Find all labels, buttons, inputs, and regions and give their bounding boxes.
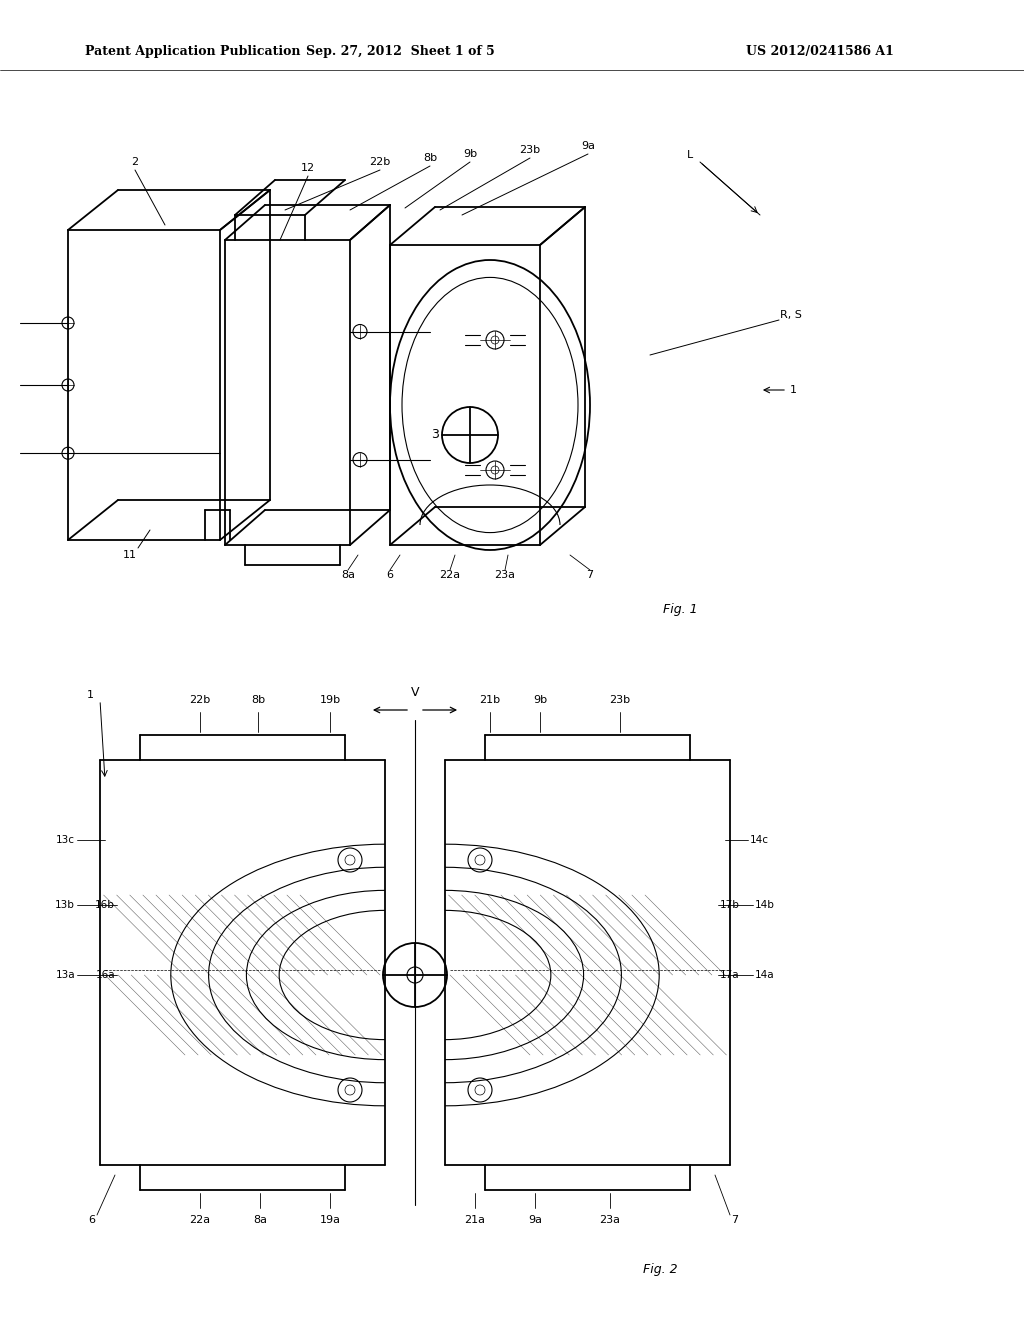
Text: 13a: 13a [55,970,75,979]
Text: US 2012/0241586 A1: US 2012/0241586 A1 [746,45,894,58]
Text: 9b: 9b [532,696,547,705]
Text: 14b: 14b [755,900,775,909]
Text: 7: 7 [587,570,594,579]
Text: 13b: 13b [55,900,75,909]
Text: 8a: 8a [341,570,355,579]
Text: 16b: 16b [95,900,115,909]
Text: 22b: 22b [189,696,211,705]
Text: 7: 7 [731,1214,738,1225]
Text: 22a: 22a [189,1214,211,1225]
Text: Fig. 2: Fig. 2 [643,1263,677,1276]
Text: 9a: 9a [528,1214,542,1225]
Circle shape [383,942,447,1007]
Text: V: V [411,685,419,698]
Circle shape [468,1078,492,1102]
Text: L: L [687,150,693,160]
Text: 2: 2 [131,157,138,168]
Text: 1: 1 [86,690,93,700]
Text: 6: 6 [386,570,393,579]
Text: 16a: 16a [95,970,115,979]
Text: 8b: 8b [251,696,265,705]
Text: 23a: 23a [495,570,515,579]
Text: 22a: 22a [439,570,461,579]
Text: 22b: 22b [370,157,390,168]
Text: 17b: 17b [720,900,740,909]
Text: 21b: 21b [479,696,501,705]
Text: 9a: 9a [581,141,595,150]
Text: 23b: 23b [519,145,541,154]
Text: 17a: 17a [720,970,739,979]
Text: 14c: 14c [750,836,769,845]
Circle shape [338,1078,362,1102]
Circle shape [468,847,492,873]
Text: 14a: 14a [755,970,774,979]
Text: 13c: 13c [56,836,75,845]
Text: Fig. 1: Fig. 1 [663,603,697,616]
Text: 1: 1 [790,385,797,395]
Text: 21a: 21a [465,1214,485,1225]
Text: 12: 12 [301,162,315,173]
Text: 9b: 9b [463,149,477,158]
Circle shape [338,847,362,873]
Text: 3: 3 [431,429,439,441]
Text: Sep. 27, 2012  Sheet 1 of 5: Sep. 27, 2012 Sheet 1 of 5 [305,45,495,58]
Text: 23a: 23a [599,1214,621,1225]
Text: 11: 11 [123,550,137,560]
Text: R, S: R, S [780,310,802,319]
Text: Patent Application Publication: Patent Application Publication [85,45,300,58]
Text: 6: 6 [88,1214,95,1225]
Text: 8b: 8b [423,153,437,162]
Text: 23b: 23b [609,696,631,705]
Text: 19a: 19a [319,1214,341,1225]
Text: 19b: 19b [319,696,341,705]
Text: 8a: 8a [253,1214,267,1225]
